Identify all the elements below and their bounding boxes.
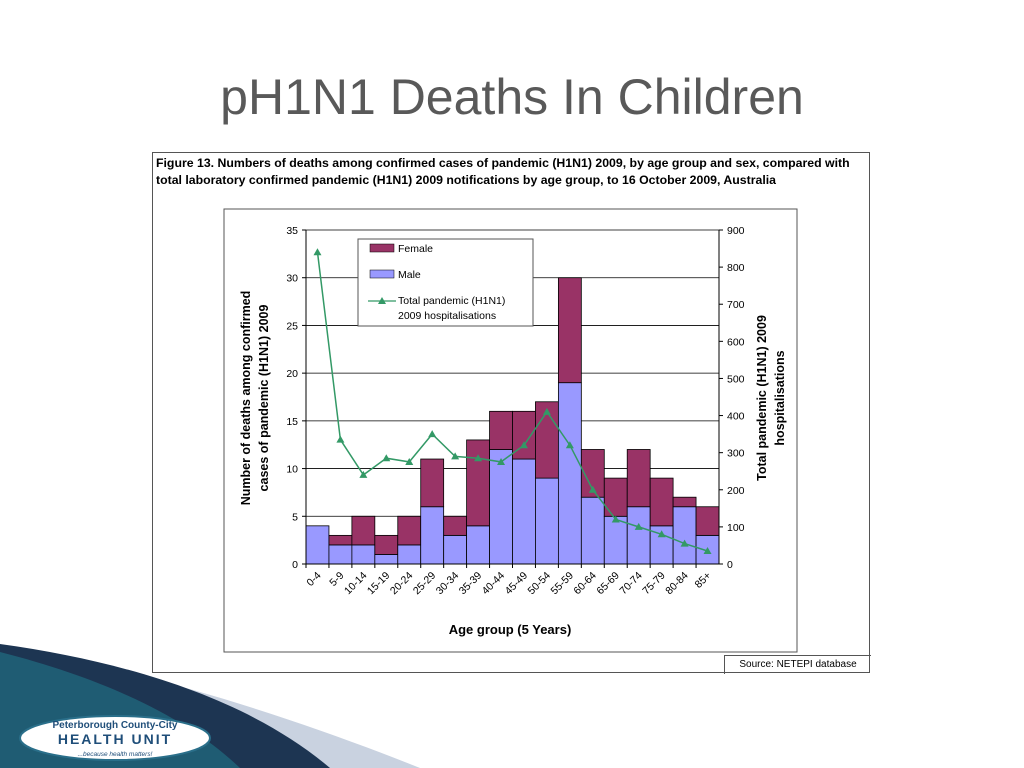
- bar-male: [351, 544, 376, 565]
- y-left-tick-label: 20: [286, 368, 298, 380]
- bar-female: [351, 515, 376, 546]
- bar-male: [557, 382, 582, 565]
- bar-female: [328, 534, 353, 546]
- figure-caption: Figure 13. Numbers of deaths among confi…: [156, 156, 850, 187]
- hospitalisation-point: [428, 430, 437, 438]
- bar-female: [466, 439, 490, 527]
- bar-male: [603, 515, 628, 565]
- y-left-tick-label: 15: [286, 416, 298, 428]
- y-right-tick-label: 300: [727, 448, 745, 460]
- y-right-tick-label: 0: [727, 559, 733, 571]
- legend-label-male: Male: [398, 269, 421, 281]
- y-right-tick-label: 500: [727, 373, 745, 385]
- y-right-tick-label: 400: [727, 411, 745, 423]
- bar-male: [374, 554, 399, 565]
- hospitalisation-point: [497, 457, 506, 465]
- hospitalisation-point: [703, 547, 712, 555]
- bar-female: [374, 534, 399, 555]
- hospitalisation-point: [382, 454, 391, 462]
- chart: 0 5 10 15 20 25 30 35 0 100 200 300 400 500 600 700 800 9…: [223, 208, 798, 653]
- bar-female: [672, 496, 697, 508]
- y-axis-right-title-2: hospitalisations: [773, 350, 787, 445]
- legend-box: [357, 238, 534, 327]
- hospitalisation-point: [451, 452, 460, 460]
- legend-marker-triangle: [378, 297, 386, 304]
- bar-female: [626, 449, 651, 508]
- logo-line-2: HEALTH UNIT: [58, 731, 172, 747]
- y-left-tick-label: 30: [286, 273, 298, 285]
- y-left-tick-label: 0: [292, 559, 298, 571]
- bar-male: [420, 506, 445, 565]
- hospitalisation-point: [542, 407, 551, 415]
- legend-label-female: Female: [398, 243, 433, 255]
- logo-line-1: Peterborough County-City: [53, 720, 178, 731]
- hospitalisation-point: [359, 470, 368, 478]
- bar-female: [580, 449, 605, 498]
- logo-tagline: ...because health matters!: [78, 751, 153, 758]
- bar-female: [420, 458, 445, 508]
- bar-female: [603, 477, 628, 517]
- bar-female: [695, 506, 720, 536]
- health-unit-logo: Peterborough County-City HEALTH UNIT ...…: [19, 715, 211, 761]
- hospitalisation-point: [405, 457, 414, 465]
- hospitalisation-point: [519, 441, 528, 449]
- y-left-tick-label: 25: [286, 320, 298, 332]
- hospitalisation-point: [313, 248, 322, 256]
- hospitalisation-point: [680, 539, 689, 547]
- legend-label-line-1: Total pandemic (H1N1): [398, 295, 505, 307]
- bar-female: [649, 477, 674, 527]
- hospitalisation-point: [336, 435, 345, 443]
- bar-male: [672, 506, 697, 565]
- legend-swatch-female: [369, 243, 395, 253]
- slide-title: pH1N1 Deaths In Children: [220, 69, 804, 125]
- y-left-tick-label: 5: [292, 511, 298, 523]
- hospitalisation-point: [657, 530, 666, 538]
- bar-male: [305, 525, 330, 565]
- bar-male: [580, 496, 605, 565]
- bar-male: [535, 477, 559, 565]
- bar-male: [489, 449, 513, 565]
- hospitalisation-point: [611, 515, 620, 523]
- y-axis-left-title-2: cases of pandemic (H1N1) 2009: [257, 305, 271, 492]
- legend: Female Male Total pandemic (H1N1) 2009 h…: [357, 238, 534, 327]
- y-right-tick-label: 800: [727, 262, 745, 274]
- hospitalisation-point: [588, 485, 597, 493]
- figure-box: Figure 13. Numbers of deaths among confi…: [152, 152, 871, 674]
- bar-male: [626, 506, 651, 565]
- bar-female: [557, 277, 582, 384]
- y-right-tick-label: 200: [727, 485, 745, 497]
- y-axis-left-title-1: Number of deaths among confirmed: [239, 291, 253, 506]
- y-left-tick-label: 10: [286, 464, 298, 476]
- y-right-tick-label: 100: [727, 522, 745, 534]
- bar-male: [397, 544, 422, 565]
- source-note: Source: NETEPI database: [724, 655, 871, 674]
- legend-label-line-2: 2009 hospitalisations: [398, 310, 496, 322]
- bar-male: [328, 544, 353, 565]
- hospitalisation-point: [565, 441, 574, 449]
- y-right-tick-label: 900: [727, 225, 745, 237]
- legend-swatch-male: [369, 269, 395, 279]
- hospitalisation-line: [313, 248, 712, 555]
- bar-female: [397, 515, 422, 546]
- hospitalisation-point: [474, 454, 483, 462]
- bar-male: [443, 534, 468, 565]
- y-right-tick-label: 700: [727, 299, 745, 311]
- bar-female: [443, 515, 468, 536]
- x-axis-title: Age group (5 Years): [449, 622, 572, 637]
- y-left-tick-label: 35: [286, 225, 298, 237]
- bar-female: [489, 410, 513, 450]
- y-axis-right-title-1: Total pandemic (H1N1) 2009: [755, 315, 769, 481]
- bar-male: [466, 525, 490, 565]
- logo-ellipse: [19, 715, 211, 761]
- bar-male: [512, 458, 536, 565]
- y-right-tick-label: 600: [727, 336, 745, 348]
- hospitalisation-point: [634, 522, 643, 530]
